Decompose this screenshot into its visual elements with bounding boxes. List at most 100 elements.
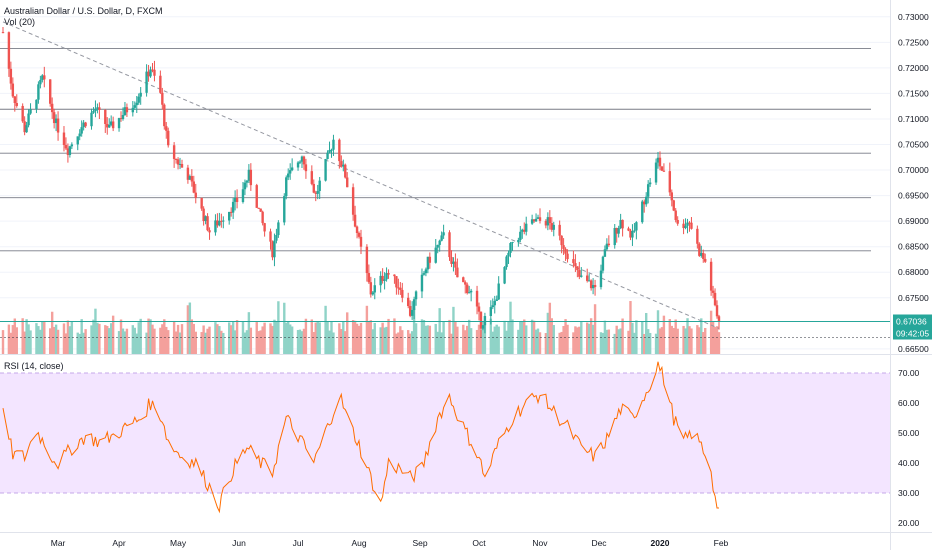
volume-bar	[7, 324, 11, 354]
volume-bar	[601, 332, 605, 354]
volume-bar	[131, 325, 135, 354]
candle-body	[456, 267, 459, 278]
volume-bar	[383, 327, 386, 354]
candle-body	[344, 164, 347, 178]
candle-body	[359, 236, 363, 247]
volume-bar	[346, 312, 349, 354]
candle-body	[27, 113, 30, 126]
volume-bar	[21, 318, 24, 354]
volume-bar	[469, 328, 473, 354]
volume-bar	[420, 319, 424, 354]
volume-bar	[715, 326, 719, 354]
volume-bar	[629, 301, 632, 354]
candle-body	[369, 282, 373, 295]
candle-body	[587, 280, 591, 282]
volume-bar	[676, 328, 679, 354]
candle-body	[176, 159, 180, 165]
time-tick-label: 2020	[651, 538, 670, 548]
rsi-line	[2, 361, 719, 514]
candle-body	[393, 274, 396, 277]
volume-bar	[290, 326, 294, 354]
volume-bar	[538, 332, 542, 354]
volume-bar	[517, 329, 520, 354]
candle-body	[353, 214, 357, 227]
volume-bar	[9, 332, 13, 354]
candle-body	[214, 220, 217, 233]
volume-bar	[534, 329, 538, 354]
volume-bar	[41, 321, 44, 354]
volume-bar	[483, 322, 487, 354]
candle-body	[52, 112, 56, 124]
volume-bar	[153, 328, 156, 354]
volume-bar	[159, 327, 162, 354]
volume-bar	[442, 321, 445, 354]
candle-body	[304, 164, 308, 172]
candle-body	[397, 287, 400, 289]
last-price-box	[893, 314, 932, 328]
volume-bar	[56, 329, 60, 354]
candle-body	[467, 292, 471, 294]
candle-body	[259, 208, 262, 212]
volume-bar	[532, 320, 536, 354]
volume-bar	[643, 333, 646, 354]
volume-bar	[536, 328, 540, 354]
candle-body	[104, 109, 107, 125]
volume-bar	[25, 319, 28, 354]
volume-bar	[373, 322, 376, 354]
candle-body	[202, 208, 205, 222]
volume-bar	[137, 322, 140, 354]
time-tick-label: Dec	[591, 538, 607, 548]
volume-bar	[428, 325, 432, 354]
candle-body	[422, 273, 426, 275]
volume-bar	[466, 325, 469, 354]
candle-body	[629, 230, 632, 238]
candle-body	[525, 223, 528, 232]
volume-bar	[670, 325, 673, 354]
trendline[interactable]	[2, 21, 720, 329]
volume-bar	[365, 305, 369, 354]
candle-body	[277, 222, 280, 236]
candle-body	[682, 223, 685, 229]
candle-body	[109, 121, 113, 125]
volume-bar	[599, 332, 603, 354]
candle-body	[580, 275, 583, 277]
volume-bar	[357, 325, 361, 354]
volume-bar	[397, 332, 400, 354]
candle-body	[475, 290, 479, 307]
rsi-band	[0, 373, 890, 493]
candle-body	[593, 284, 597, 288]
volume-bar	[399, 326, 402, 354]
candle-body	[7, 32, 11, 69]
volume-bar	[617, 329, 620, 354]
time-tick-label: Jul	[293, 538, 304, 548]
candle-body	[229, 211, 233, 213]
candle-body	[534, 218, 538, 222]
candle-body	[188, 176, 192, 180]
candle-body	[599, 270, 603, 288]
candle-body	[206, 216, 209, 231]
candle-body	[656, 157, 660, 163]
volume-bar	[550, 318, 553, 354]
volume-bar	[702, 332, 705, 354]
price-tick-label: 0.70500	[898, 140, 929, 150]
time-tick-label: Sep	[412, 538, 427, 548]
candle-body	[503, 267, 506, 284]
volume-bar	[509, 301, 512, 354]
volume-bar	[37, 326, 40, 354]
volume-bar	[704, 327, 707, 354]
volume-bar	[591, 324, 595, 354]
candle-body	[414, 291, 418, 300]
volume-bar	[489, 318, 493, 354]
candle-body	[672, 200, 675, 211]
candle-body	[387, 273, 390, 275]
volume-bar	[259, 330, 262, 354]
volume-bar	[78, 333, 81, 354]
volume-bar	[172, 320, 176, 354]
time-tick-label: Mar	[51, 538, 66, 548]
volume-bar	[283, 302, 286, 354]
candle-body	[216, 220, 219, 226]
candle-body	[660, 166, 664, 171]
volume-bar	[353, 320, 357, 354]
volume-bar	[589, 318, 593, 354]
